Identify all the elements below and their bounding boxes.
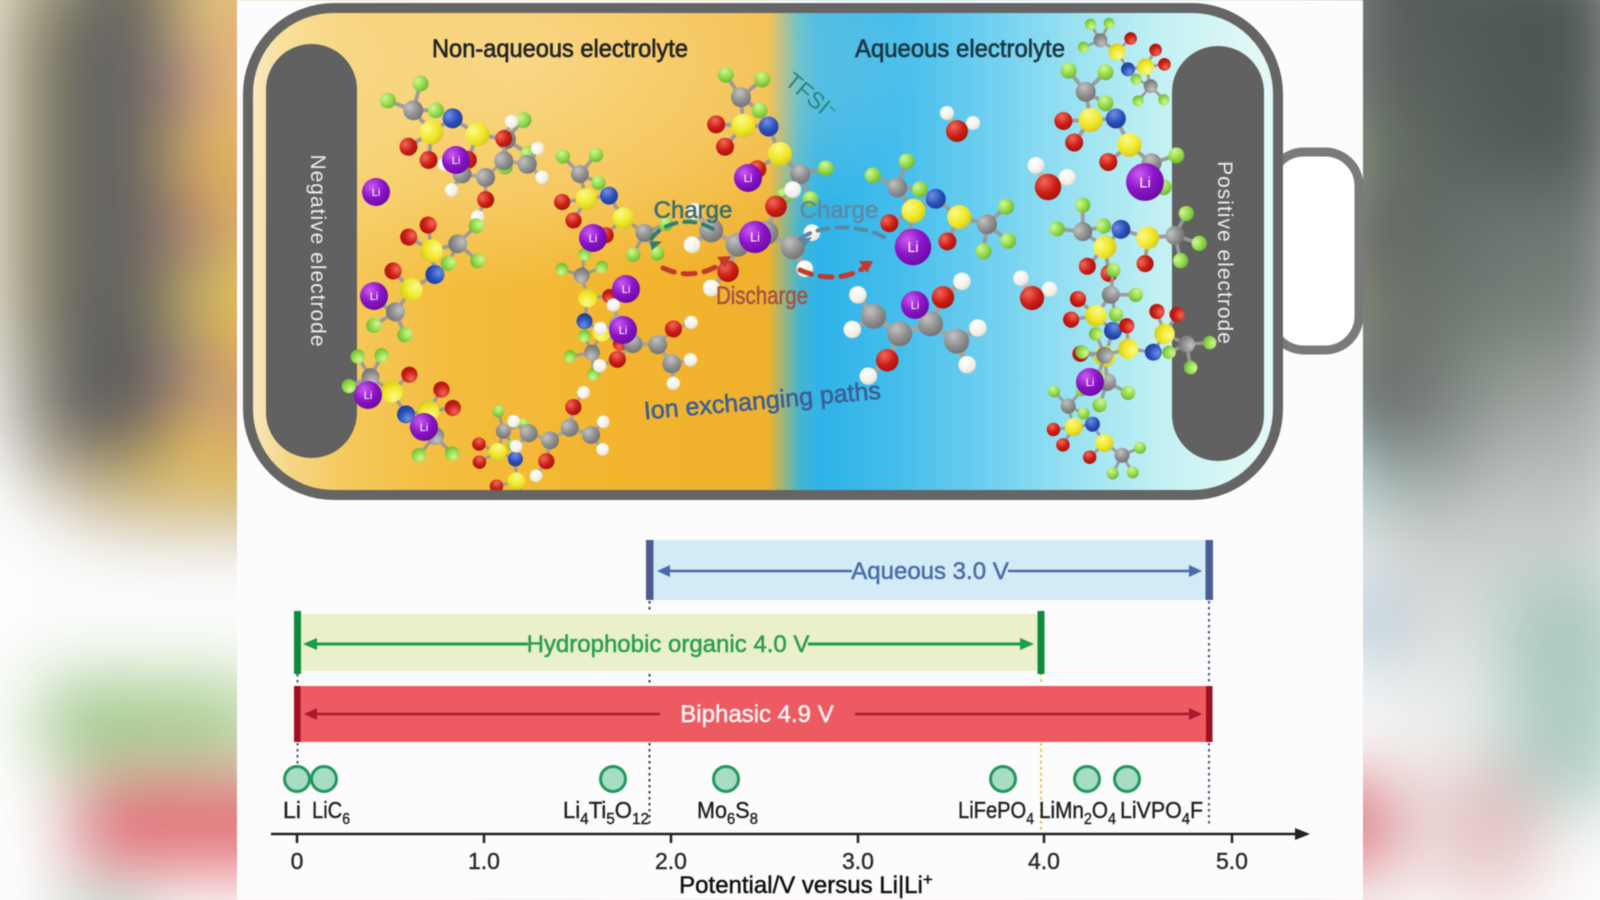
svg-text:LiMn2O4: LiMn2O4 — [1039, 797, 1116, 828]
svg-text:Non-aqueous electrolyte: Non-aqueous electrolyte — [432, 35, 688, 63]
svg-text:Mo6S8: Mo6S8 — [697, 797, 758, 828]
svg-text:Positive electrode: Positive electrode — [1213, 161, 1236, 345]
svg-text:5.0: 5.0 — [1216, 848, 1248, 874]
svg-text:Charge: Charge — [800, 197, 879, 224]
svg-text:3.0: 3.0 — [842, 848, 874, 874]
svg-text:Negative electrode: Negative electrode — [306, 154, 329, 347]
svg-text:4.0: 4.0 — [1028, 848, 1060, 874]
svg-text:1.0: 1.0 — [468, 848, 500, 874]
svg-text:Discharge: Discharge — [716, 282, 808, 310]
svg-text:0: 0 — [291, 848, 304, 874]
svg-text:Hydrophobic organic 4.0 V: Hydrophobic organic 4.0 V — [527, 631, 810, 658]
svg-text:Aqueous 3.0 V: Aqueous 3.0 V — [851, 558, 1008, 585]
svg-text:Potential/V versus Li|Li+: Potential/V versus Li|Li+ — [679, 870, 933, 899]
svg-text:LiVPO4F: LiVPO4F — [1120, 797, 1203, 828]
svg-text:2.0: 2.0 — [655, 848, 687, 874]
svg-text:Biphasic 4.9 V: Biphasic 4.9 V — [680, 701, 833, 728]
svg-text:Charge: Charge — [654, 197, 733, 224]
svg-text:Aqueous electrolyte: Aqueous electrolyte — [855, 35, 1065, 63]
svg-text:Li: Li — [283, 797, 301, 823]
svg-text:LiFePO4: LiFePO4 — [958, 797, 1034, 828]
